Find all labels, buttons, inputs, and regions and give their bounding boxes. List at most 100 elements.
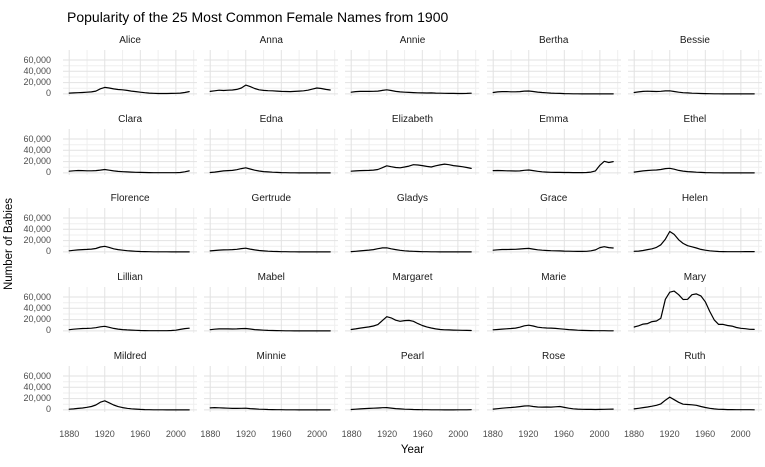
facet-panel xyxy=(345,366,480,412)
page-title: Popularity of the 25 Most Common Female … xyxy=(67,9,449,25)
y-tick-label: 0 xyxy=(45,88,51,99)
y-tick-label: 60,000 xyxy=(23,133,51,144)
line-series xyxy=(493,91,613,94)
x-tick-label: 1880 xyxy=(624,429,645,439)
facet-panel xyxy=(486,129,621,175)
line-series xyxy=(69,401,189,410)
facet-gladys: Gladys xyxy=(345,192,480,254)
facet-panel xyxy=(204,208,339,254)
facet-title: Bertha xyxy=(538,35,569,46)
facet-title: Annie xyxy=(399,35,426,46)
gridlines xyxy=(204,129,338,175)
line-series xyxy=(352,248,472,252)
facet-panel xyxy=(63,129,198,175)
x-tick-label: 1880 xyxy=(200,429,221,439)
gridlines xyxy=(628,287,762,333)
line-series xyxy=(352,317,472,331)
y-tick-label: 60,000 xyxy=(23,370,51,381)
gridlines xyxy=(628,50,762,96)
y-tick-label: 60,000 xyxy=(23,291,51,302)
facet-alice: Alice xyxy=(63,34,198,96)
line-series xyxy=(493,247,613,252)
gridlines xyxy=(345,208,479,254)
gridlines xyxy=(487,129,621,175)
facet-anna: Anna xyxy=(204,34,339,96)
x-tick-label: 1960 xyxy=(553,429,574,439)
facet-panel xyxy=(345,50,480,96)
facet-title: Mary xyxy=(683,272,706,283)
y-tick-label: 0 xyxy=(45,167,51,178)
y-tick-label: 40,000 xyxy=(23,144,51,155)
line-series xyxy=(69,87,189,93)
gridlines xyxy=(204,50,338,96)
facet-panel xyxy=(627,208,762,254)
x-tick-label: 2000 xyxy=(307,429,328,439)
line-series xyxy=(210,85,330,92)
facet-rose: Rose xyxy=(486,350,621,412)
x-axis-ticks: 1880 1920 1960 2000 xyxy=(483,429,621,442)
facet-panel xyxy=(627,366,762,412)
facet-panel xyxy=(486,287,621,333)
y-axis-ticks: 60,000 40,000 20,000 0 xyxy=(2,192,56,257)
line-series xyxy=(210,248,330,252)
y-tick-label: 0 xyxy=(45,404,51,415)
line-series xyxy=(69,326,189,330)
line-series xyxy=(352,164,472,171)
x-tick-label: 1960 xyxy=(271,429,292,439)
gridlines xyxy=(487,287,621,333)
facet-title: Minnie xyxy=(256,351,287,362)
gridlines xyxy=(204,287,338,333)
gridlines xyxy=(63,287,197,333)
y-tick-label: 20,000 xyxy=(23,156,51,167)
x-axis-title: Year xyxy=(400,444,425,456)
facet-panel xyxy=(204,50,339,96)
facet-title: Lillian xyxy=(117,272,143,283)
facet-panel xyxy=(204,287,339,333)
facet-pearl: Pearl xyxy=(345,350,480,412)
x-tick-label: 1960 xyxy=(412,429,433,439)
facet-ruth: Ruth xyxy=(627,350,762,412)
line-series xyxy=(69,170,189,173)
x-tick-label: 1920 xyxy=(94,429,115,439)
facet-title: Margaret xyxy=(392,272,433,283)
facet-florence: Florence xyxy=(63,192,198,254)
y-tick-label: 20,000 xyxy=(23,235,51,246)
line-series xyxy=(634,291,754,329)
x-tick-label: 1960 xyxy=(695,429,716,439)
facet-grid: 60,000 40,000 20,000 0 Alice Anna Annie Bertha B… xyxy=(0,34,765,442)
facet-panel xyxy=(345,287,480,333)
x-tick-label: 2000 xyxy=(165,429,186,439)
x-tick-label: 1920 xyxy=(518,429,539,439)
gridlines xyxy=(63,208,197,254)
y-tick-label: 0 xyxy=(45,246,51,257)
facet-panel xyxy=(627,129,762,175)
line-series xyxy=(69,246,189,252)
x-tick-label: 1880 xyxy=(482,429,503,439)
facet-title: Ethel xyxy=(683,114,707,125)
gridlines xyxy=(63,50,197,96)
y-tick-label: 20,000 xyxy=(23,77,51,88)
line-series xyxy=(634,168,754,173)
y-tick-label: 40,000 xyxy=(23,302,51,313)
facet-bessie: Bessie xyxy=(627,34,762,96)
facet-panel xyxy=(63,287,198,333)
facet-title: Pearl xyxy=(400,351,425,362)
x-tick-label: 2000 xyxy=(730,429,751,439)
x-tick-label: 2000 xyxy=(589,429,610,439)
facet-helen: Helen xyxy=(627,192,762,254)
x-axis-ticks: 1880 1920 1960 2000 xyxy=(624,429,762,442)
line-series xyxy=(493,406,613,410)
facet-title: Gertrude xyxy=(251,193,292,204)
facet-panel xyxy=(63,208,198,254)
facet-panel xyxy=(204,366,339,412)
facet-minnie: Minnie xyxy=(204,350,339,412)
facet-emma: Emma xyxy=(486,113,621,175)
x-tick-label: 1880 xyxy=(59,429,80,439)
x-tick-label: 1880 xyxy=(341,429,362,439)
y-tick-label: 40,000 xyxy=(23,65,51,76)
line-series xyxy=(352,408,472,410)
gridlines xyxy=(345,287,479,333)
facet-elizabeth: Elizabeth xyxy=(345,113,480,175)
x-axis-ticks: 1880 1920 1960 2000 xyxy=(59,429,197,442)
